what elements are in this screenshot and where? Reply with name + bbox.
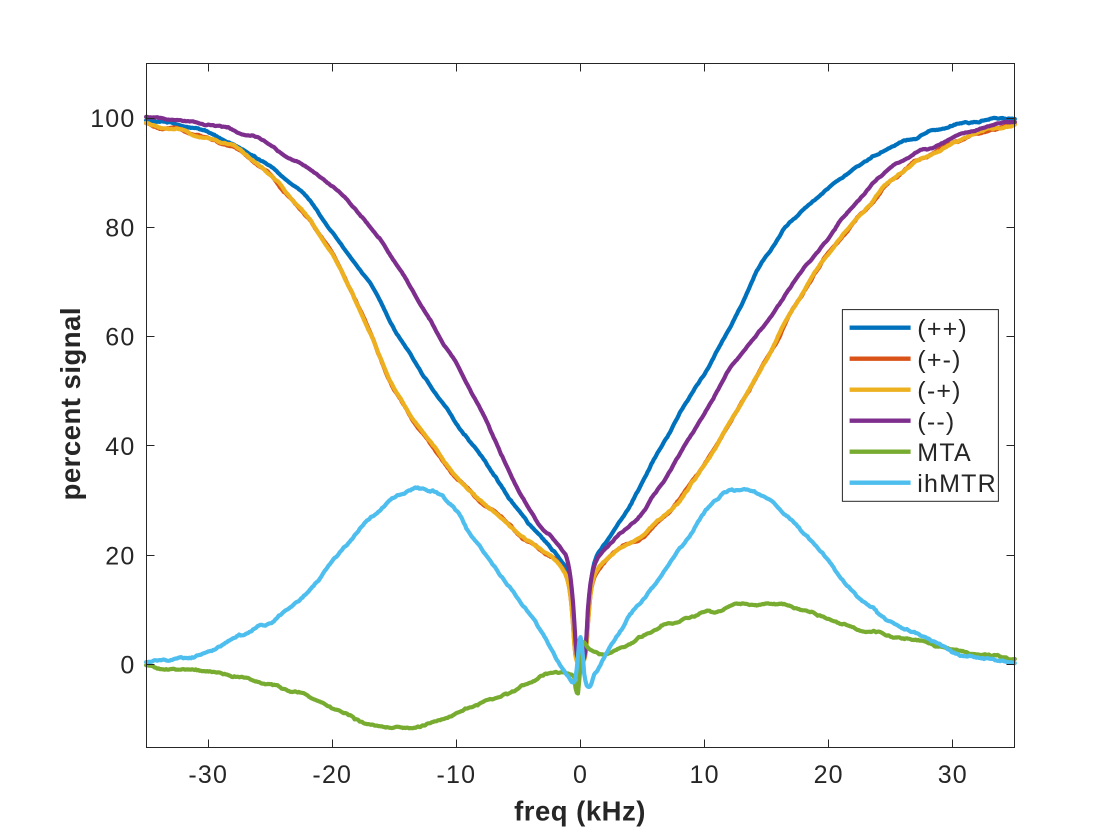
svg-text:percent signal: percent signal bbox=[55, 307, 86, 500]
svg-text:-10: -10 bbox=[437, 761, 477, 789]
svg-text:-30: -30 bbox=[188, 761, 228, 789]
svg-text:20: 20 bbox=[105, 542, 135, 570]
svg-text:MTA: MTA bbox=[917, 439, 972, 467]
svg-text:(++): (++) bbox=[917, 315, 968, 343]
svg-text:100: 100 bbox=[90, 105, 135, 133]
svg-text:-20: -20 bbox=[312, 761, 352, 789]
svg-text:freq (kHz): freq (kHz) bbox=[514, 796, 646, 827]
svg-text:20: 20 bbox=[814, 761, 844, 789]
svg-text:0: 0 bbox=[120, 652, 135, 680]
svg-text:10: 10 bbox=[689, 761, 719, 789]
svg-text:0: 0 bbox=[573, 761, 588, 789]
svg-text:ihMTR: ihMTR bbox=[917, 470, 997, 498]
svg-text:80: 80 bbox=[105, 214, 135, 242]
svg-text:60: 60 bbox=[105, 324, 135, 352]
svg-text:(-+): (-+) bbox=[917, 377, 961, 405]
svg-text:(--): (--) bbox=[917, 408, 955, 436]
svg-text:30: 30 bbox=[938, 761, 968, 789]
svg-text:40: 40 bbox=[105, 433, 135, 461]
svg-text:(+-): (+-) bbox=[917, 346, 961, 374]
